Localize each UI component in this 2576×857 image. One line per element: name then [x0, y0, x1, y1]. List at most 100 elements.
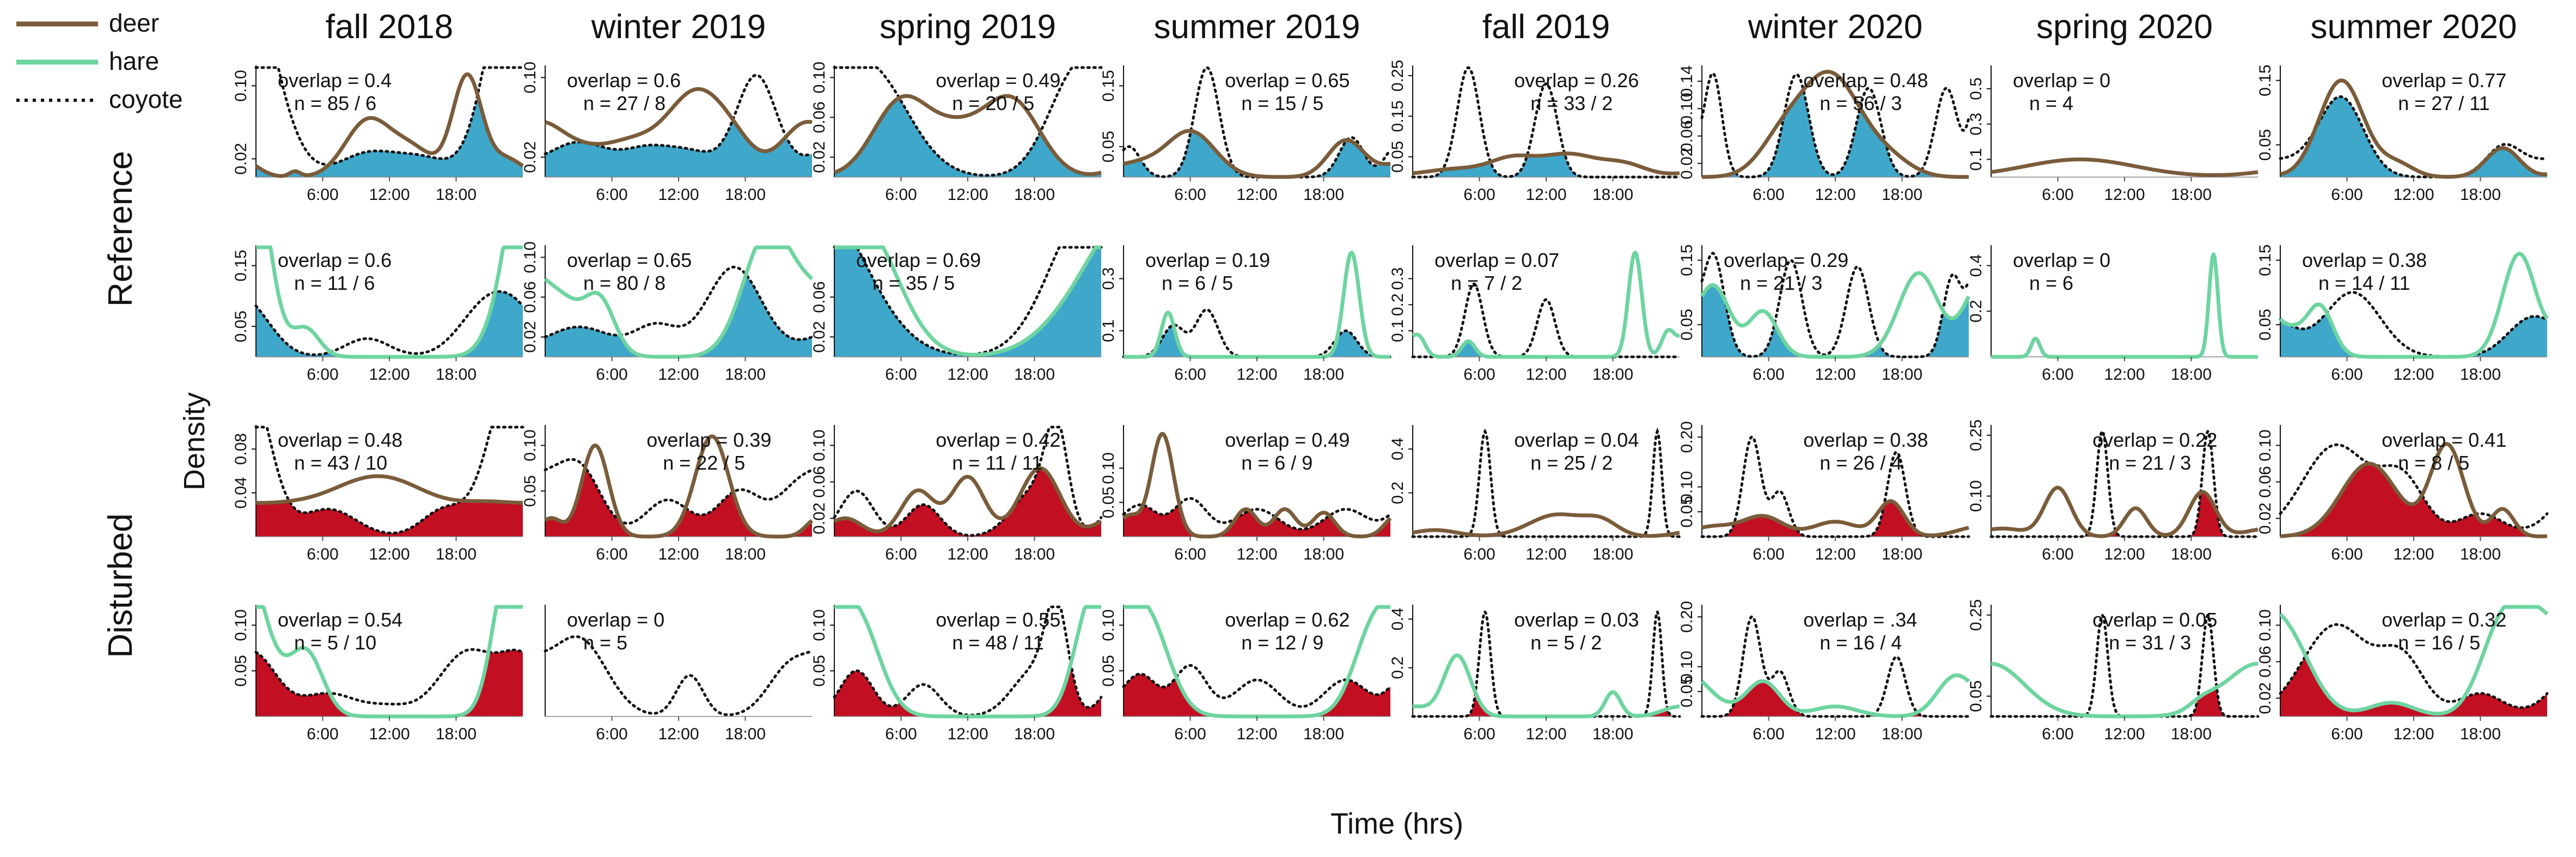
overlap-label: overlap = 0.6 [278, 249, 392, 271]
season-title: fall 2018 [326, 8, 453, 46]
season-title: spring 2019 [880, 8, 1056, 46]
density-panel: 0.05 0.25 6:00 12:00 18:00 overlap = 0.05n = … [1967, 599, 2260, 743]
x-tick-label: 12:00 [1236, 186, 1277, 204]
deer-density-line [833, 94, 1102, 177]
season-title: summer 2020 [2310, 8, 2517, 46]
sample-size-label: n = 56 / 3 [1820, 92, 1902, 114]
sample-size-label: n = 11 / 6 [294, 272, 375, 294]
y-tick-label: 0.02 [521, 321, 539, 352]
deer-density-line [255, 474, 524, 505]
overlap-label: overlap = 0.65 [567, 249, 692, 271]
density-panel: 0.05 0.10 6:00 12:00 18:00 overlap = 0.62n = … [1100, 605, 1392, 743]
y-tick-label: 0.20 [1678, 421, 1696, 453]
overlap-area [2280, 96, 2547, 177]
x-tick-label: 18:00 [2171, 366, 2212, 384]
season-title: winter 2020 [1748, 8, 1923, 46]
sample-size-label: n = 4 [2029, 92, 2073, 114]
x-tick-label: 6:00 [596, 366, 627, 384]
x-tick-label: 12:00 [2393, 725, 2434, 743]
overlap-area [1124, 325, 1390, 357]
overlap-label: overlap = 0 [567, 609, 664, 631]
overlap-label: overlap = 0.29 [1724, 249, 1848, 271]
sample-size-label: n = 6 [2029, 272, 2073, 294]
x-tick-label: 12:00 [2393, 186, 2434, 204]
y-tick-label: 0.2 [1389, 657, 1407, 679]
x-tick-label: 12:00 [1815, 545, 1855, 563]
sample-size-label: n = 12 / 9 [1241, 631, 1323, 654]
x-tick-label: 6:00 [885, 186, 917, 204]
y-tick-label: 0.06 [2256, 646, 2274, 677]
y-tick-label: 0.25 [1389, 60, 1407, 92]
x-tick-label: 12:00 [369, 725, 410, 743]
x-tick-label: 12:00 [947, 366, 988, 384]
x-tick-label: 18:00 [1592, 366, 1633, 384]
y-tick-label: 0.3 [1389, 268, 1407, 290]
overlap-label: overlap = 0.77 [2382, 69, 2506, 92]
density-panel: 0.050.10 0.20 6:00 12:00 18:00 overlap = 0.38… [1678, 421, 1970, 563]
coyote-density-line [833, 426, 1103, 537]
overlap-label: overlap = 0.48 [278, 429, 402, 451]
deer-density-line [1701, 70, 1970, 179]
x-tick-label: 12:00 [658, 366, 699, 384]
coyote-density-line [833, 66, 1103, 177]
sample-size-label: n = 20 / 5 [952, 92, 1034, 114]
x-tick-label: 18:00 [436, 366, 477, 384]
legend-deer-label: deer [109, 9, 159, 37]
density-panel: 0.10 0.25 6:00 12:00 18:00 overlap = 0.22n = … [1967, 420, 2260, 563]
x-tick-label: 18:00 [1014, 366, 1055, 384]
x-tick-label: 6:00 [1463, 186, 1495, 204]
x-tick-label: 18:00 [1303, 545, 1344, 563]
coyote-density-line [544, 265, 814, 341]
overlap-area [1702, 285, 1969, 357]
x-tick-label: 6:00 [2331, 186, 2363, 204]
overlap-area [834, 468, 1101, 537]
density-panel: 0.02 0.10 6:00 12:00 18:00 overlap = 0.4n = 8… [232, 65, 524, 204]
density-panel: 0.05 0.10 6:00 12:00 18:00 overlap = 0.49n = … [1100, 425, 1392, 563]
density-panel: 0.02 0.06 0.10 6:00 12:00 18:00 overlap = 0.32… [2256, 605, 2549, 743]
y-tick-label: 0.25 [1967, 599, 1985, 631]
y-tick-label: 0.3 [1100, 268, 1118, 290]
y-tick-label: 0.05 [232, 655, 250, 686]
y-tick-label: 0.10 [521, 62, 539, 93]
x-tick-label: 6:00 [1174, 366, 1206, 384]
x-tick-label: 6:00 [596, 186, 627, 204]
overlap-area [545, 275, 812, 357]
overlap-label: overlap = 0.04 [1514, 429, 1639, 451]
x-tick-label: 6:00 [1753, 366, 1784, 384]
sample-size-label: n = 8 / 5 [2398, 452, 2469, 474]
coyote-density-line [544, 458, 814, 525]
hare-density-line [544, 245, 814, 359]
x-tick-label: 18:00 [2460, 545, 2501, 563]
x-tick-label: 12:00 [947, 545, 988, 563]
y-axis-title: Density [178, 392, 211, 490]
y-tick-label: 0.3 [1967, 113, 1985, 136]
y-tick-label: 0.2 [1389, 482, 1407, 505]
x-tick-label: 18:00 [436, 186, 477, 204]
sample-size-label: n = 21 / 3 [1740, 272, 1822, 294]
sample-size-label: n = 6 / 5 [1162, 272, 1233, 294]
x-tick-label: 6:00 [596, 545, 627, 563]
coyote-density-line [1700, 71, 1970, 179]
y-tick-label: 0.10 [232, 70, 250, 101]
density-panel: 0.05 0.15 6:00 12:00 18:00 overlap = 0.6n = 1… [232, 245, 524, 384]
y-tick-label: 0.05 [1100, 131, 1118, 162]
y-tick-label: 0.05 [2256, 129, 2274, 161]
overlap-area [545, 467, 812, 537]
x-tick-label: 18:00 [725, 725, 766, 743]
overlap-label: overlap = 0.4 [278, 69, 392, 92]
coyote-density-line [1700, 252, 1970, 358]
y-tick-label: 0.4 [1389, 607, 1407, 630]
overlap-label: overlap = 0.26 [1514, 69, 1639, 92]
x-axis-title: Time (hrs) [1330, 807, 1463, 840]
x-tick-label: 6:00 [2331, 545, 2363, 563]
y-tick-label: 0.15 [232, 250, 250, 281]
y-tick-label: 0.05 [1678, 309, 1696, 341]
y-tick-label: 0.05 [1100, 655, 1118, 686]
overlap-label: overlap = 0.65 [1225, 69, 1350, 92]
x-tick-label: 12:00 [1236, 366, 1277, 384]
x-tick-label: 6:00 [2042, 186, 2073, 204]
x-tick-label: 18:00 [2460, 725, 2501, 743]
hare-density-line [2279, 605, 2549, 716]
overlap-label: overlap = 0.19 [1145, 249, 1270, 271]
y-tick-label: 0.10 [1678, 651, 1696, 682]
